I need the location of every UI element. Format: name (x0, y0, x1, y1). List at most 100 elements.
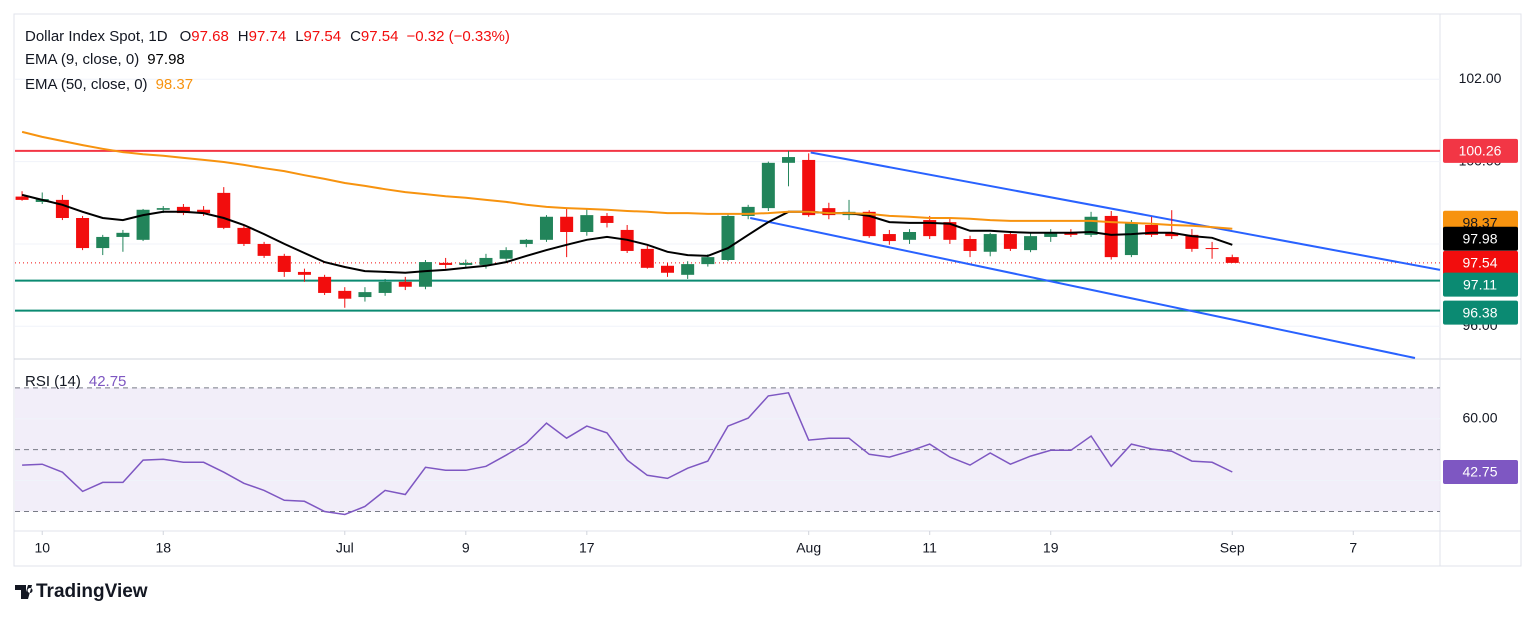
legend-entry: EMA (9, close, 0) 97.98 (25, 51, 185, 68)
candle-body (358, 292, 372, 298)
legend-value: 42.75 (89, 373, 127, 390)
candle-body (701, 257, 715, 265)
candle-body (741, 206, 755, 216)
candle-body (378, 281, 392, 293)
x-tick-label: Aug (796, 540, 821, 556)
candle-body (1205, 248, 1219, 250)
candle-body (257, 243, 271, 256)
legend-value: 98.37 (156, 76, 194, 93)
rsi-badge: 42.75 (1462, 464, 1497, 480)
legend-name: RSI (14) (25, 373, 81, 390)
candle-body (802, 159, 816, 216)
candle-body (136, 209, 150, 240)
rsi-legend: RSI (14) 42.75 (25, 373, 126, 390)
ema-badge-bg (1443, 226, 1518, 251)
x-tick-label: 11 (922, 540, 937, 556)
candle-body (1165, 232, 1179, 237)
legend-entry: EMA (50, close, 0) 98.37 (25, 76, 193, 93)
candle-body (439, 262, 453, 265)
level-badge-bg (1443, 272, 1518, 297)
last-price-badge: 97.54 (1462, 255, 1497, 271)
quote-label: O (180, 28, 192, 45)
quote-label: L (295, 28, 303, 45)
candle-body (660, 265, 674, 273)
candle-body (15, 196, 29, 200)
candle-body (983, 234, 997, 252)
candle-body (903, 232, 917, 240)
candle-body (560, 216, 574, 232)
quote-label: C (350, 28, 361, 45)
header: Dollar Index Spot, 1D O97.68 H97.74 L97.54 C… (25, 28, 510, 45)
rsi-badge-bg (1443, 460, 1518, 485)
legend-name: EMA (50, close, 0) (25, 76, 148, 93)
candle-body (197, 209, 211, 214)
candle-body (499, 250, 513, 259)
x-tick-label: 9 (462, 540, 470, 556)
level-badge-bg (1443, 300, 1518, 325)
rsi-line (22, 391, 1233, 516)
plot: 96.0098.00100.00102.001018Jul917Aug1119S… (15, 28, 1518, 556)
legend-value: 97.98 (147, 51, 185, 68)
level-badge: 100.26 (1459, 143, 1502, 159)
channel-line (749, 217, 1416, 359)
change: −0.32 (−0.33%) (406, 28, 509, 45)
candle-body (338, 290, 352, 299)
candle-body (782, 157, 796, 163)
candle-body (1064, 232, 1078, 235)
logo-mark (15, 585, 33, 599)
x-tick-label: 7 (1349, 540, 1357, 556)
channel-line (810, 151, 1441, 271)
candle-body (943, 222, 957, 240)
candle-body (297, 271, 311, 275)
ema-line (21, 193, 1233, 274)
level-badge-bg (1443, 138, 1518, 163)
candle-body (1024, 236, 1038, 251)
candle-body (277, 255, 291, 272)
candle-body (96, 236, 110, 249)
candle-body (640, 248, 654, 268)
y-tick-label: 60.00 (1462, 409, 1497, 425)
ema-badge: 97.98 (1462, 230, 1497, 246)
quote-label: H (238, 28, 249, 45)
candle-body (237, 227, 251, 244)
candle-body (459, 262, 473, 265)
candle-body (398, 281, 412, 287)
candle-body (76, 218, 90, 249)
ema-line (21, 130, 1233, 230)
candle-body (721, 215, 735, 260)
candle-body (1225, 257, 1239, 263)
candle-body (418, 262, 432, 287)
level-badge: 96.38 (1462, 304, 1497, 320)
symbol: Dollar Index Spot, 1D (25, 28, 168, 45)
quote-value: 97.54 (361, 28, 399, 45)
x-tick-label: Sep (1220, 540, 1245, 556)
candle-body (761, 162, 775, 209)
candle-body (156, 208, 170, 210)
candle-body (539, 216, 553, 240)
candle-body (318, 276, 332, 293)
brand: TradingView (36, 581, 148, 602)
candle-body (1003, 234, 1017, 249)
candle-body (882, 234, 896, 242)
candle-body (580, 215, 594, 232)
x-tick-label: 18 (155, 540, 171, 556)
candle-body (1044, 232, 1058, 237)
candle-body (923, 220, 937, 237)
ema-badge: 98.37 (1462, 214, 1497, 230)
quote-value: 97.68 (191, 28, 229, 45)
x-tick-label: Jul (336, 540, 354, 556)
last-price-badge-bg (1443, 250, 1518, 275)
candle-body (822, 208, 836, 216)
candle-body (55, 199, 69, 218)
frame (13, 13, 1522, 567)
candle-body (1145, 225, 1159, 235)
candle-body (116, 232, 130, 237)
quote-value: 97.74 (249, 28, 287, 45)
candle-body (963, 239, 977, 251)
candle-body (600, 215, 614, 223)
quote-value: 97.54 (304, 28, 342, 45)
legend-name: EMA (9, close, 0) (25, 51, 139, 68)
candle-body (1185, 234, 1199, 249)
candle-body (217, 192, 231, 228)
